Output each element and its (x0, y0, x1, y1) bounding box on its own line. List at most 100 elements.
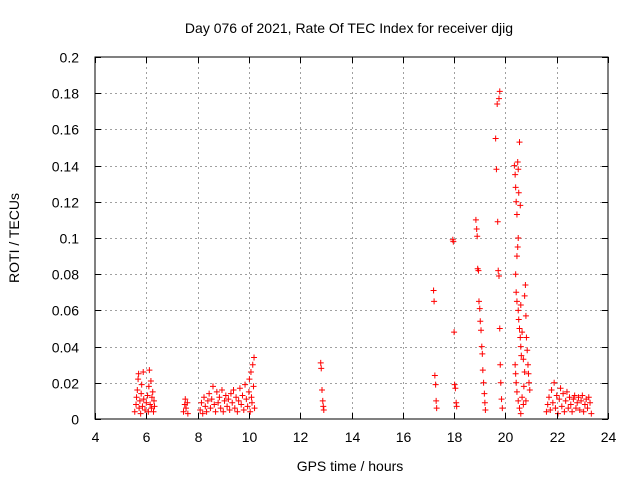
data-point (544, 401, 551, 408)
data-point (515, 397, 522, 404)
data-point (546, 394, 553, 401)
data-point (478, 327, 485, 334)
data-point (229, 399, 236, 406)
data-point (245, 388, 252, 395)
data-point (182, 396, 189, 403)
data-point (574, 399, 581, 406)
data-point (247, 368, 254, 375)
data-point (581, 401, 588, 408)
data-point (198, 399, 205, 406)
data-point (495, 273, 502, 280)
data-point (224, 403, 231, 410)
data-point (243, 396, 250, 403)
data-point (452, 385, 459, 392)
y-axis-label: ROTI / TECUs (6, 193, 22, 283)
data-point (473, 225, 480, 232)
data-point (211, 401, 218, 408)
data-point (433, 405, 440, 412)
data-point (562, 397, 569, 404)
data-point (242, 381, 249, 388)
data-point (549, 399, 556, 406)
data-point (197, 406, 204, 413)
y-tick-label: 0.08 (52, 267, 79, 283)
data-point (209, 383, 216, 390)
data-point (557, 385, 564, 392)
data-point (136, 405, 143, 412)
data-point (576, 406, 583, 413)
data-point (497, 379, 504, 386)
y-tick-label: 0.2 (60, 50, 80, 66)
data-point (498, 396, 505, 403)
data-point (517, 343, 524, 350)
y-tick-label: 0.02 (52, 376, 79, 392)
data-point (431, 298, 438, 305)
data-point (523, 334, 530, 341)
data-point (517, 334, 524, 341)
data-point (183, 405, 190, 412)
data-point (553, 392, 560, 399)
data-point (571, 392, 578, 399)
data-point (230, 387, 237, 394)
data-point (320, 406, 327, 413)
data-point (513, 289, 520, 296)
data-point (519, 329, 526, 336)
data-point (239, 392, 246, 399)
data-point (246, 376, 253, 383)
data-point (236, 385, 243, 392)
data-point (478, 343, 485, 350)
data-point (319, 387, 326, 394)
data-point (474, 233, 481, 240)
data-point (213, 388, 220, 395)
data-point (518, 352, 525, 359)
data-point (227, 390, 234, 397)
data-point (479, 367, 486, 374)
data-point (234, 408, 241, 415)
data-point (515, 166, 522, 173)
data-point (496, 325, 503, 332)
x-tick-label: 20 (498, 429, 514, 445)
data-point (145, 408, 152, 415)
data-point (520, 383, 527, 390)
chart-title: Day 076 of 2021, Rate Of TEC Index for r… (185, 20, 513, 36)
grid (95, 57, 608, 419)
data-point (519, 394, 526, 401)
data-point (248, 394, 255, 401)
y-tick-label: 0.18 (52, 86, 79, 102)
data-point (580, 408, 587, 415)
data-point (199, 410, 206, 417)
x-tick-label: 16 (396, 429, 412, 445)
data-point (520, 356, 527, 363)
data-point (585, 394, 592, 401)
data-point (251, 354, 258, 361)
data-point (566, 394, 573, 401)
data-point (477, 318, 484, 325)
data-point (516, 325, 523, 332)
data-point (450, 238, 457, 245)
y-tick-label: 0.12 (52, 195, 79, 211)
data-point (184, 399, 191, 406)
y-tick-label: 0 (71, 412, 79, 428)
data-point (433, 397, 440, 404)
data-point (131, 408, 138, 415)
data-point (522, 282, 529, 289)
data-point (140, 396, 147, 403)
data-point (451, 329, 458, 336)
data-point (249, 361, 256, 368)
data-point (248, 399, 255, 406)
data-point (216, 394, 223, 401)
data-point (476, 305, 483, 312)
data-point (207, 405, 214, 412)
data-point (552, 405, 559, 412)
data-point (475, 267, 482, 274)
data-point (208, 396, 215, 403)
data-point (514, 244, 521, 251)
data-point (511, 162, 518, 169)
data-point (563, 388, 570, 395)
data-point (499, 405, 506, 412)
data-point (513, 388, 520, 395)
data-point (482, 406, 489, 413)
data-point (522, 397, 529, 404)
axis-ticks: 4 6 8 10 12 14 16 18 20 22 24 0 0.02 0.04 0.06 0.08 0.1 0… (52, 50, 617, 446)
data-point (151, 403, 158, 410)
data-point (560, 390, 567, 397)
